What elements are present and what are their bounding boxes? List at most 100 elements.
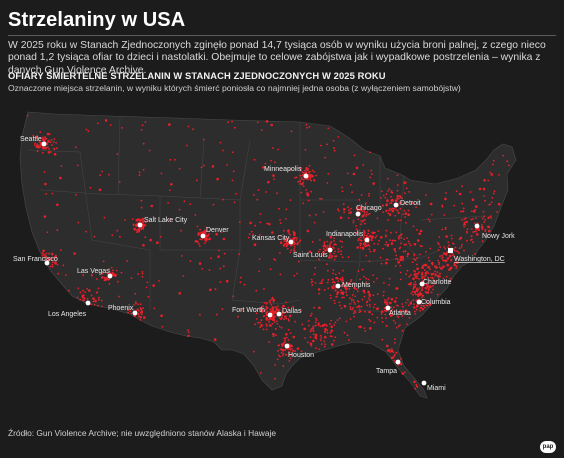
incident-dot: [197, 232, 200, 235]
incident-dot: [258, 270, 261, 273]
incident-dot: [492, 163, 494, 166]
incident-dot: [445, 235, 448, 238]
incident-dot: [152, 284, 155, 287]
incident-dot: [293, 240, 296, 243]
city-label: Seattle: [20, 136, 42, 143]
incident-dot: [86, 288, 88, 290]
incident-dot: [259, 321, 262, 324]
incident-dot: [264, 162, 267, 165]
incident-dot: [329, 297, 332, 300]
incident-dot: [273, 321, 276, 323]
incident-dot: [327, 269, 329, 272]
incident-dot: [283, 341, 286, 344]
incident-dot: [280, 316, 283, 319]
incident-dot: [310, 179, 312, 182]
incident-dot: [365, 213, 368, 216]
incident-dot: [277, 148, 280, 151]
incident-dot: [355, 166, 359, 170]
incident-dot: [287, 229, 290, 232]
incident-dot: [454, 246, 457, 249]
incident-dot: [432, 288, 434, 291]
incident-dot: [85, 128, 88, 131]
incident-dot: [137, 219, 140, 222]
incident-dot: [342, 269, 344, 272]
incident-dot: [444, 247, 447, 250]
incident-dot: [429, 247, 432, 250]
incident-dot: [333, 324, 336, 326]
incident-dot: [334, 289, 337, 292]
incident-dot: [439, 255, 441, 258]
incident-dot: [252, 233, 255, 236]
incident-dot: [354, 284, 357, 287]
incident-dot: [110, 266, 113, 269]
incident-dot: [137, 303, 139, 305]
incident-dot: [203, 242, 206, 245]
incident-dot: [368, 192, 371, 195]
incident-dot: [186, 335, 189, 337]
incident-dot: [359, 278, 361, 281]
incident-dot: [284, 315, 287, 318]
incident-dot: [90, 294, 93, 297]
incident-dot: [360, 239, 363, 242]
incident-dot: [77, 221, 80, 224]
incident-dot: [258, 258, 261, 260]
incident-dot: [412, 293, 414, 296]
incident-dot: [392, 319, 395, 322]
incident-dot: [337, 248, 340, 251]
incident-dot: [391, 348, 393, 351]
incident-dot: [264, 167, 267, 170]
incident-dot: [309, 342, 313, 346]
incident-dot: [389, 312, 392, 315]
incident-dot: [446, 263, 450, 267]
incident-dot: [428, 303, 432, 306]
incident-dot: [405, 222, 407, 224]
incident-dot: [390, 242, 394, 245]
incident-dot: [415, 206, 417, 209]
incident-dot: [255, 289, 258, 292]
incident-dot: [278, 354, 280, 357]
incident-dot: [330, 335, 333, 338]
incident-dot: [76, 296, 79, 299]
incident-dot: [361, 210, 364, 213]
incident-dot: [313, 171, 315, 173]
incident-dot: [358, 308, 361, 311]
incident-dot: [239, 276, 242, 279]
incident-dot: [83, 296, 85, 299]
city-marker-icon: [385, 305, 391, 311]
incident-dot: [334, 336, 337, 339]
incident-dot: [361, 268, 364, 271]
incident-dot: [400, 236, 403, 239]
incident-dot: [194, 240, 198, 243]
incident-dot: [385, 193, 388, 196]
incident-dot: [408, 275, 411, 278]
incident-dot: [340, 253, 342, 256]
source-note: Źródło: Gun Violence Archive; nie uwzglę…: [8, 428, 276, 438]
city-label: Dallas: [282, 308, 302, 315]
incident-dot: [367, 278, 370, 281]
incident-dot: [331, 278, 334, 281]
incident-dot: [506, 160, 509, 163]
incident-dot: [329, 253, 332, 255]
incident-dot: [178, 167, 181, 170]
incident-dot: [420, 272, 424, 276]
incident-dot: [385, 229, 388, 232]
incident-dot: [326, 245, 329, 247]
incident-dot: [135, 224, 138, 227]
incident-dot: [372, 182, 376, 185]
incident-dot: [284, 348, 287, 351]
incident-dot: [377, 243, 379, 246]
incident-dot: [318, 292, 320, 295]
incident-dot: [386, 203, 388, 205]
incident-dot: [460, 210, 462, 213]
incident-dot: [289, 357, 292, 360]
incident-dot: [349, 306, 352, 308]
incident-dot: [416, 263, 418, 266]
incident-dot: [198, 245, 201, 247]
incident-dot: [356, 300, 359, 302]
incident-dot: [323, 345, 326, 348]
incident-dot: [453, 255, 455, 257]
incident-dot: [430, 276, 432, 279]
incident-dot: [287, 328, 290, 331]
incident-dot: [372, 306, 375, 309]
city-marker-icon: [395, 359, 401, 365]
